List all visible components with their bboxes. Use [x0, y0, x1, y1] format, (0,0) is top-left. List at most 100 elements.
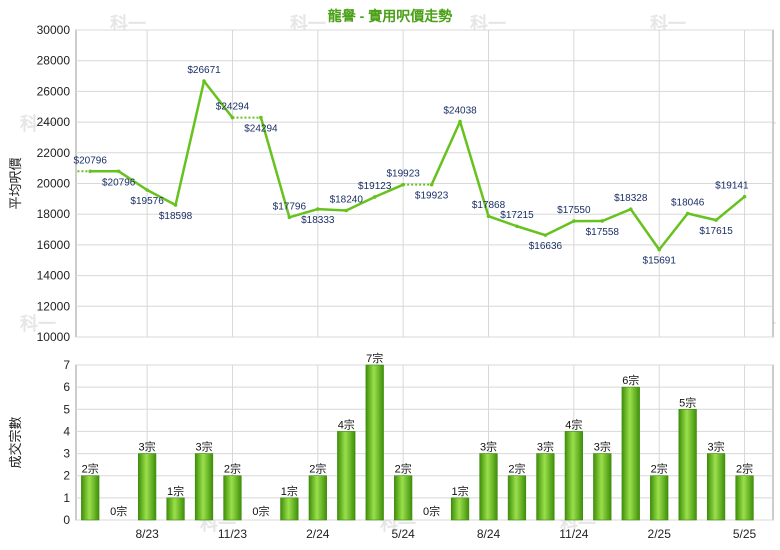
price-y-tick-label: 24000	[37, 115, 71, 129]
price-point	[543, 233, 548, 237]
bar-data-label: 4宗	[565, 417, 582, 431]
bar-data-label: 2宗	[224, 462, 241, 476]
price-line-chart	[75, 29, 774, 338]
x-tick-label: 2/24	[306, 527, 330, 541]
price-data-label: $17215	[500, 210, 534, 221]
bar-data-label: 2宗	[309, 462, 326, 476]
price-point	[344, 208, 349, 213]
price-data-label: $26671	[187, 65, 221, 76]
bar-data-label: 1宗	[451, 484, 468, 498]
bar-y-axis-label: 成交宗數	[8, 416, 23, 468]
price-data-label: $19923	[415, 191, 449, 202]
price-line-segment	[174, 80, 206, 206]
price-line-segment	[317, 207, 347, 212]
price-data-label: $19576	[130, 196, 164, 207]
price-line-segment	[488, 215, 518, 228]
price-line-segment	[146, 188, 177, 207]
transaction-bar	[138, 453, 157, 521]
price-point	[600, 219, 605, 223]
watermark-text: 科一	[20, 113, 56, 134]
price-point	[742, 194, 747, 199]
price-data-label: $24038	[443, 106, 477, 117]
price-point	[259, 115, 263, 120]
bar-data-label: 3宗	[594, 440, 611, 454]
price-data-label: $19123	[358, 181, 392, 192]
price-data-label: $24294	[244, 124, 278, 135]
bar-data-label: 0宗	[423, 504, 440, 518]
price-point	[515, 224, 519, 229]
price-y-tick-label: 14000	[37, 269, 71, 283]
price-y-tick-label: 10000	[37, 330, 71, 344]
price-data-label: $18598	[159, 211, 193, 222]
price-line-segment	[259, 117, 291, 218]
transaction-bar	[365, 364, 384, 521]
bar-y-tick-label: 3	[63, 447, 70, 461]
transaction-bar	[507, 475, 527, 521]
price-data-label: $18328	[614, 193, 648, 204]
price-line-segment	[629, 208, 661, 251]
price-line-segment	[658, 212, 689, 251]
price-data-label: $15691	[643, 256, 677, 267]
price-point	[458, 119, 462, 124]
price-line-segment	[203, 80, 234, 119]
x-tick-label: 5/24	[391, 527, 415, 541]
transaction-bar	[308, 475, 327, 521]
price-point	[316, 207, 320, 211]
price-data-label: $17615	[699, 226, 733, 237]
x-tick-label: 2/25	[648, 527, 672, 541]
price-y-tick-label: 16000	[37, 238, 71, 252]
watermark-text: 科一	[650, 13, 686, 34]
price-point	[657, 247, 662, 252]
bar-data-label: 0宗	[110, 504, 127, 518]
price-line-segment	[289, 207, 319, 219]
price-y-tick-label: 28000	[37, 54, 71, 68]
transaction-bar	[280, 497, 299, 521]
bar-y-tick-label: 0	[63, 513, 70, 527]
price-data-label: $18046	[671, 197, 705, 208]
transaction-bar	[621, 386, 640, 521]
bar-data-label: 7宗	[366, 351, 383, 365]
price-data-label: $17868	[472, 200, 506, 211]
price-line-segment	[117, 170, 148, 192]
price-data-label: $20796	[102, 177, 136, 188]
bar-data-label: 3宗	[537, 440, 554, 454]
x-tick-label: 5/25	[733, 527, 757, 541]
bar-data-label: 6宗	[622, 373, 639, 387]
price-y-tick-label: 26000	[37, 84, 71, 98]
price-data-label: $17550	[557, 205, 591, 216]
transaction-bar	[394, 475, 413, 521]
transaction-bar	[564, 431, 583, 521]
watermark-text: 科一	[20, 313, 56, 334]
bar-data-label: 3宗	[480, 440, 497, 454]
transaction-bar	[479, 453, 498, 521]
transaction-bar	[536, 453, 555, 521]
x-tick-label: 11/23	[218, 527, 247, 541]
bar-data-label: 1宗	[167, 484, 184, 498]
price-data-label: $19923	[386, 169, 420, 180]
transaction-bar	[593, 453, 612, 521]
price-point	[572, 219, 576, 223]
bar-data-label: 0宗	[252, 504, 269, 518]
x-tick-label: 8/24	[477, 527, 501, 541]
transaction-bar	[223, 475, 242, 521]
price-data-label: $20796	[74, 155, 108, 166]
transaction-bar	[166, 497, 185, 521]
price-y-tick-label: 20000	[37, 177, 71, 191]
bar-data-label: 2宗	[508, 462, 525, 476]
bar-data-label: 5宗	[679, 395, 696, 409]
price-point	[685, 211, 690, 216]
bar-data-label: 3宗	[139, 440, 156, 454]
watermark-text: 科一	[290, 13, 326, 34]
price-point	[202, 79, 206, 83]
bar-data-label: 2宗	[395, 462, 412, 476]
price-data-label: $18333	[301, 215, 335, 226]
x-tick-label: 8/23	[135, 527, 159, 541]
price-point	[88, 169, 93, 174]
bar-y-tick-label: 6	[63, 380, 70, 394]
price-point	[628, 207, 633, 211]
price-y-tick-label: 22000	[37, 146, 71, 160]
bar-data-label: 1宗	[281, 484, 298, 498]
transaction-bar	[194, 453, 214, 521]
